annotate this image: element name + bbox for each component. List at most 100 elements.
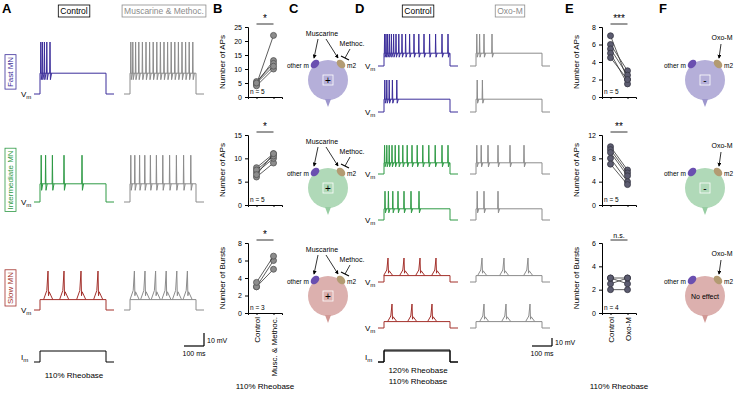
condition-header: Control [60,6,88,16]
trace [470,145,550,174]
spike [176,155,178,190]
x-axis-line [603,314,637,316]
spike [396,34,398,57]
diagram: other mm2+MuscarineMethoc. [287,246,365,323]
row-label-group: Fast MN [5,55,16,89]
y-tick-mark [245,243,248,244]
spike [171,42,173,80]
spike [47,42,49,80]
y-tick-mark [599,290,602,291]
spike [397,80,399,103]
spike [477,80,479,103]
spike [399,34,401,57]
y-tick-label: 10 [234,155,242,162]
receptor-label: other m [287,170,309,177]
panel-letter: C [289,1,299,16]
trace [378,34,458,66]
synapse-m2 [335,166,347,178]
spike [178,42,180,80]
y-tick-mark [245,182,248,183]
spike [389,80,391,103]
trace [378,258,458,282]
x-axis-line [249,98,283,100]
im-label-sub: m [23,357,28,363]
y-tick-label: 0 [238,202,242,209]
y-tick-mark [245,135,248,136]
y-tick: 5 [238,80,248,87]
significance: * [263,229,267,240]
spike [41,155,43,190]
x-tick-mark [274,205,275,207]
y-tick-label: 4 [238,275,242,282]
spike [164,42,166,80]
axon [325,315,331,323]
spike [151,271,160,300]
trace-baseline [470,53,550,66]
point [608,161,614,167]
vm-label: Vm [365,324,375,334]
y-tick-label: 8 [592,155,596,162]
agonist-label: Muscarine [306,246,338,253]
y-tick-label: 25 [234,24,242,31]
spike [448,34,450,57]
spike [417,145,419,167]
label-box [58,5,90,17]
spike [191,155,193,190]
spike [391,34,393,57]
y-tick-label: 20 [234,38,242,45]
effect: + [325,75,331,86]
point [254,80,260,86]
point [271,63,277,69]
trace-baseline [470,99,550,112]
y-tick-mark [599,182,602,183]
trace [34,42,114,94]
y-axis: 0510152025 [234,24,248,101]
spike [131,155,133,190]
y-tick-label: 2 [592,286,596,293]
y-tick: 0 [238,202,248,209]
scale-label: 100 ms [531,350,554,357]
y-tick: 4 [592,263,602,270]
synapse-other-m [686,166,698,178]
spike [482,80,484,103]
spike [50,42,52,80]
spike [167,42,169,80]
spike [52,155,54,190]
point [625,275,631,281]
antagonist-label: Methoc. [340,40,365,47]
vm-label: Vm [365,216,375,226]
antagonist-line [345,49,350,58]
condition-header: Oxo-M [497,6,523,16]
spike [435,34,437,57]
y-tick: 0 [592,310,602,317]
point [608,155,614,161]
pair-line [257,154,274,175]
spike [500,258,509,276]
im-label-sub: m [367,357,372,363]
row-label: Fast MN [6,57,15,87]
point [271,266,277,272]
x-tick-mark [628,313,629,315]
y-tick-label: 6 [238,257,242,264]
label-box [5,270,16,306]
y-tick-label: 6 [592,41,596,48]
spike [411,191,413,213]
x-tick-mark [274,97,275,99]
y-tick-label: 0 [592,94,596,101]
spike [150,155,152,190]
im-label: Im [365,353,372,363]
y-tick-label: 4 [592,178,596,185]
vm-label-sub: m [370,66,375,72]
y-tick-label: 0 [238,94,242,101]
x-tick-label: Control [607,317,616,343]
effect-box [700,183,710,193]
point [271,151,277,157]
trace [470,191,550,220]
vm-label-sub: m [370,220,375,226]
spike [182,42,184,80]
point [625,173,631,179]
y-tick: 0 [592,202,602,209]
effect-box [323,183,333,193]
point [608,287,614,293]
synapse-m2 [335,274,347,286]
